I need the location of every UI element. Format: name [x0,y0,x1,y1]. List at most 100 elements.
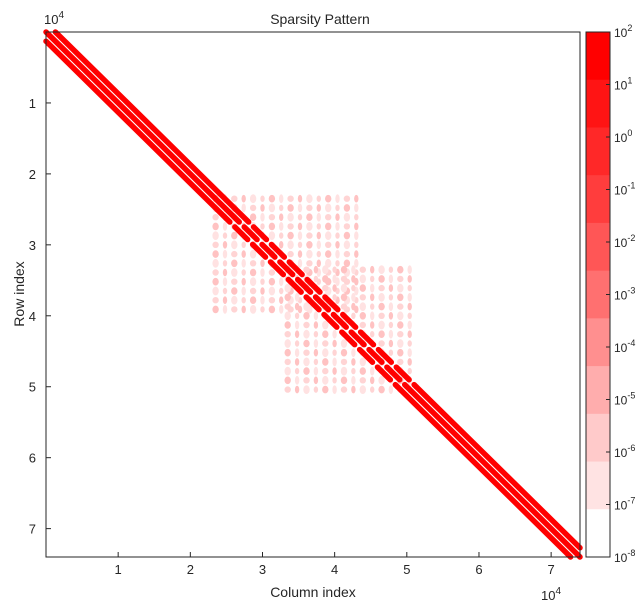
scatter-point [212,286,219,296]
scatter-point [325,258,332,268]
diagonal-band [52,29,239,213]
scatter-point [378,302,385,311]
scatter-point [322,375,329,385]
scatter-point [370,283,375,293]
scatter-point [303,357,310,367]
scatter-point [241,286,246,296]
scatter-point [343,240,351,250]
scatter-point [260,259,265,268]
scatter-point [340,376,348,385]
scatter-point [294,320,300,330]
scatter-point [284,339,291,348]
scatter-point [268,222,276,231]
scatter-point [388,349,394,356]
scatter-point [306,213,313,221]
scatter-point [268,297,276,304]
scatter-point [297,194,303,203]
y-tick-label: 5 [29,380,36,395]
scatter-point [370,275,375,283]
scatter-point [325,231,332,241]
scatter-point [332,349,337,356]
scatter-point [260,268,265,277]
chart-title: Sparsity Pattern [270,11,370,27]
scatter-point [343,204,351,212]
scatter-point [359,321,366,329]
scatter-point [397,311,404,321]
scatter-point [370,386,375,393]
scatter-point [231,195,238,202]
y-tick-label: 3 [29,238,36,253]
scatter-point [297,258,303,268]
scatter-point [388,312,394,320]
scatter-point [325,241,332,248]
scatter-point [340,366,348,376]
scatter-point [294,330,300,339]
scatter-point [378,312,385,319]
scatter-point [294,348,300,358]
scatter-point [354,194,359,203]
colorbar-tick-base: 10 [614,499,628,513]
scatter-point [340,339,348,348]
colorbar-tick-label: 10-5 [614,391,635,408]
scatter-point [294,385,300,394]
colorbar-tick-exponent: -1 [627,181,635,191]
colorbar-tick-exponent: -7 [627,496,635,506]
scatter-point [212,214,219,221]
scatter-point [388,329,394,339]
scatter-point [359,266,366,273]
colorbar-tick-exponent: 0 [627,128,632,138]
colorbar-level [586,32,610,81]
scatter-point [322,275,329,283]
scatter-point [294,375,300,385]
scatter-point [268,269,276,276]
scatter-point [370,376,375,385]
scatter-point [222,232,228,239]
scatter-point [407,320,412,330]
y-axis: 1 2 3 4 5 6 7 [29,96,51,537]
colorbar-tick-exponent: -3 [627,286,635,296]
colorbar-level [586,127,610,176]
scatter-point [241,203,246,213]
scatter-point [370,321,375,329]
scatter-point [241,297,246,304]
scatter-point [260,306,265,313]
scatter-point [268,305,276,314]
scatter-point [268,214,276,221]
scatter-point [284,293,291,302]
scatter-point [279,305,284,314]
scatter-point [407,312,412,319]
y-tick-label: 2 [29,167,36,182]
diagonal-band [413,383,583,551]
scatter-point [359,377,366,384]
scatter-point [325,194,332,203]
scatter-point [335,232,340,239]
scatter-point [313,331,319,338]
diagonal-band [43,38,220,213]
scatter-point [322,340,329,347]
x-exponent-base: 10 [541,588,555,602]
scatter-point [303,339,310,348]
scatter-point [260,195,265,202]
x-axis-label: Column index [270,584,356,600]
scatter-point [407,275,412,283]
colorbar-tick-label: 10-3 [614,286,635,303]
scatter-point [332,266,337,273]
scatter-point [316,195,321,202]
scatter-point [378,385,385,394]
scatter-point [388,266,394,273]
colorbar-tick-base: 10 [614,131,628,145]
scatter-point [249,194,257,204]
scatter-point [351,358,356,366]
scatter-point [231,295,238,305]
colorbar-tick-label: 101 [614,76,632,93]
scatter-point [359,302,366,311]
colorbar-tick-exponent: -4 [627,338,635,348]
scatter-point [407,348,412,358]
colorbar-tick-exponent: 2 [627,23,632,33]
scatter-point [407,340,412,347]
scatter-point [316,240,321,250]
scatter-point [249,287,257,295]
colorbar-level [586,461,610,510]
scatter-point [351,265,356,275]
